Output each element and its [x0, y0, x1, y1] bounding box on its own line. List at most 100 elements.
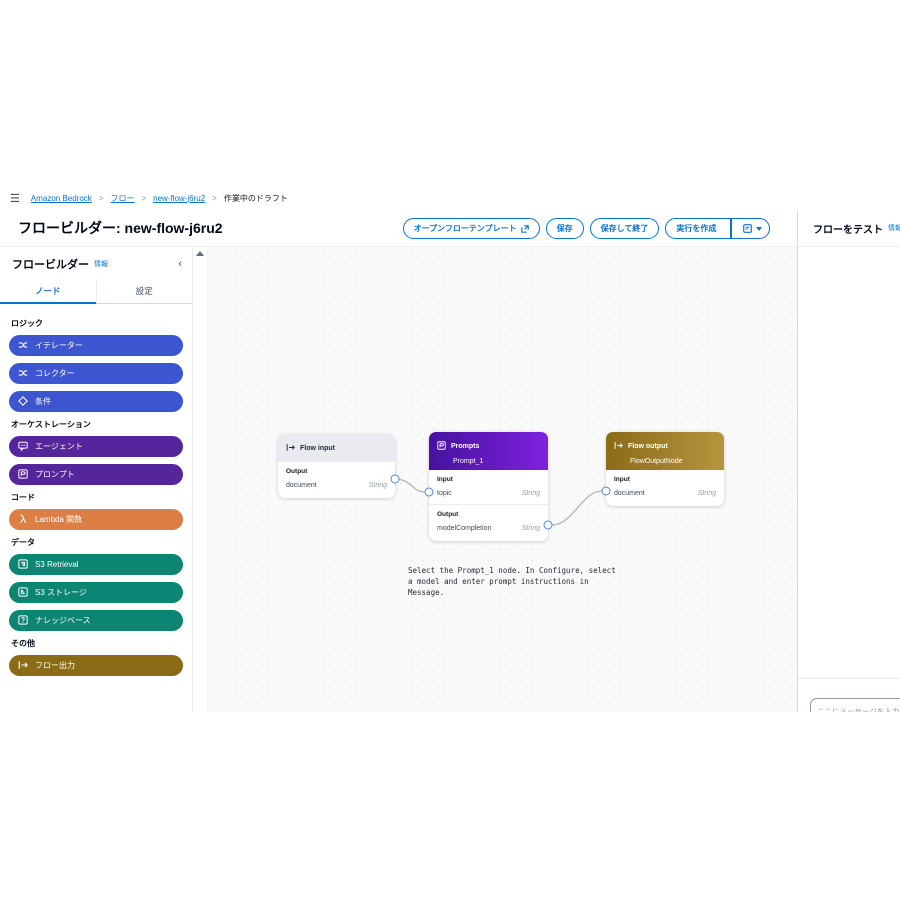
test-panel-info-link[interactable]: 情報	[888, 225, 900, 232]
create-run-split-button: 実行を作成	[665, 218, 770, 239]
field-name: document	[286, 481, 317, 489]
hamburger-icon[interactable]: ☰	[10, 192, 20, 205]
prompt-icon	[437, 437, 446, 455]
sidebar-tabs: ノード 設定	[0, 279, 192, 304]
palette-item-label: Lambda 関数	[35, 515, 83, 524]
sidebar-scrollbar[interactable]	[193, 247, 208, 712]
node-flow-input-header: Flow input	[278, 434, 395, 462]
node-title: Flow output	[628, 442, 668, 450]
port-prompts-input[interactable]	[424, 487, 434, 497]
flow-input-icon	[286, 439, 295, 457]
output-section-label: Output	[437, 511, 459, 518]
flow-output-icon	[18, 660, 28, 672]
breadcrumb-separator: >	[141, 193, 147, 203]
breadcrumb-link-bedrock[interactable]: Amazon Bedrock	[30, 193, 92, 203]
palette-item-label: ナレッジベース	[35, 616, 91, 625]
canvas-annotation: Select the Prompt_1 node. In Configure, …	[408, 566, 616, 597]
palette-item-flow-output[interactable]: フロー出力	[9, 655, 183, 676]
test-message-input[interactable]	[810, 698, 900, 712]
external-link-icon	[520, 224, 529, 233]
breadcrumb-link-flows[interactable]: フロー	[110, 193, 135, 203]
caret-down-icon	[756, 226, 762, 231]
lambda-icon	[18, 514, 28, 526]
create-run-button[interactable]: 実行を作成	[666, 219, 726, 238]
test-panel-header: フローをテスト 情報	[797, 210, 900, 247]
breadcrumb-separator: >	[98, 193, 104, 203]
field-type: String	[697, 489, 716, 497]
field-name: document	[614, 489, 645, 497]
sidebar-header: フロービルダー 情報 ‹	[0, 247, 192, 279]
port-flow-output-input[interactable]	[601, 486, 611, 496]
input-section-label: Input	[614, 476, 630, 483]
save-button[interactable]: 保存	[545, 218, 584, 239]
palette-item-label: プロンプト	[35, 470, 75, 479]
node-prompts[interactable]: Prompts Prompt_1 Input topic String Outp…	[429, 432, 548, 541]
iterator-icon	[18, 340, 28, 352]
palette-item-agent[interactable]: エージェント	[9, 436, 183, 457]
palette-item-s3-retrieval[interactable]: S3 Retrieval	[9, 554, 183, 575]
open-flow-template-button[interactable]: オープンフローテンプレート	[402, 218, 540, 239]
panel-icon	[743, 224, 752, 233]
collector-icon	[18, 368, 28, 380]
field-type: String	[521, 489, 540, 497]
knowledge-base-icon	[18, 614, 28, 627]
palette-item-label: イテレーター	[35, 341, 83, 350]
prompt-icon	[18, 468, 28, 481]
node-subtitle: FlowOutputNode	[630, 458, 683, 465]
palette-item-label: S3 Retrieval	[35, 560, 79, 569]
test-panel-title: フローをテスト	[813, 224, 883, 236]
node-prompts-header: Prompts Prompt_1	[429, 432, 548, 470]
save-and-exit-button[interactable]: 保存して終了	[589, 218, 660, 239]
palette-item-knowledge-base[interactable]: ナレッジベース	[9, 610, 183, 631]
save-and-exit-label: 保存して終了	[600, 224, 649, 233]
breadcrumb: ☰ Amazon Bedrock > フロー > new-flow-j6ru2 …	[0, 186, 900, 210]
palette-item-collector[interactable]: コレクター	[9, 363, 183, 384]
condition-icon	[18, 395, 28, 408]
scroll-up-icon[interactable]	[196, 251, 204, 256]
node-flow-output-body: Input document String	[606, 470, 724, 506]
field-row-document: document String	[278, 479, 395, 491]
node-divider	[429, 504, 548, 505]
page-header: フロービルダー: new-flow-j6ru2 オープンフローテンプレート 保存…	[0, 210, 797, 247]
tab-nodes[interactable]: ノード	[0, 279, 96, 304]
header-actions: オープンフローテンプレート 保存 保存して終了 実行を作成	[402, 218, 770, 239]
field-row-topic: topic String	[429, 487, 548, 499]
sidebar-title: フロービルダー	[12, 259, 89, 271]
port-prompts-output[interactable]	[543, 520, 553, 530]
port-flow-input-output[interactable]	[390, 474, 400, 484]
breadcrumb-current-draft: 作業中のドラフト	[223, 193, 288, 203]
section-label-other: その他	[11, 639, 35, 648]
node-title: Flow input	[300, 444, 335, 452]
palette-item-lambda[interactable]: Lambda 関数	[9, 509, 183, 530]
field-type: String	[521, 524, 540, 532]
output-section-label: Output	[286, 468, 308, 475]
section-label-logic: ロジック	[11, 319, 43, 328]
field-type: String	[368, 481, 387, 489]
create-run-label: 実行を作成	[676, 224, 717, 233]
chevron-left-icon[interactable]: ‹	[178, 257, 182, 270]
field-row-modelcompletion: modelCompletion String	[429, 522, 548, 534]
section-label-code: コード	[11, 493, 35, 502]
palette-item-iterator[interactable]: イテレーター	[9, 335, 183, 356]
palette-item-condition[interactable]: 条件	[9, 391, 183, 412]
node-flow-input[interactable]: Flow input Output document String	[278, 434, 395, 498]
sidebar-sections: ロジック イテレーター コレクター 条件 オーケストレーション	[0, 304, 192, 676]
breadcrumb-link-flow-name[interactable]: new-flow-j6ru2	[153, 193, 206, 203]
node-prompts-body: Input topic String Output modelCompletio…	[429, 470, 548, 541]
flow-output-icon	[614, 437, 623, 455]
node-flow-output[interactable]: Flow output FlowOutputNode Input documen…	[606, 432, 724, 506]
palette-item-label: S3 ストレージ	[35, 588, 87, 597]
palette-item-s3-storage[interactable]: S3 ストレージ	[9, 582, 183, 603]
palette-item-label: フロー出力	[35, 661, 75, 670]
page-title: フロービルダー: new-flow-j6ru2	[18, 220, 223, 236]
palette-item-prompt[interactable]: プロンプト	[9, 464, 183, 485]
save-label: 保存	[556, 224, 573, 233]
sidebar-info-link[interactable]: 情報	[94, 261, 108, 268]
input-section-label: Input	[437, 476, 453, 483]
create-run-menu-button[interactable]	[736, 219, 769, 238]
tab-settings[interactable]: 設定	[95, 279, 193, 303]
test-panel-divider	[798, 678, 900, 679]
node-palette-sidebar: フロービルダー 情報 ‹ ノード 設定 ロジック イテレーター コレクター	[0, 247, 193, 712]
flow-canvas[interactable]: Flow input Output document String Prompt…	[208, 247, 797, 712]
